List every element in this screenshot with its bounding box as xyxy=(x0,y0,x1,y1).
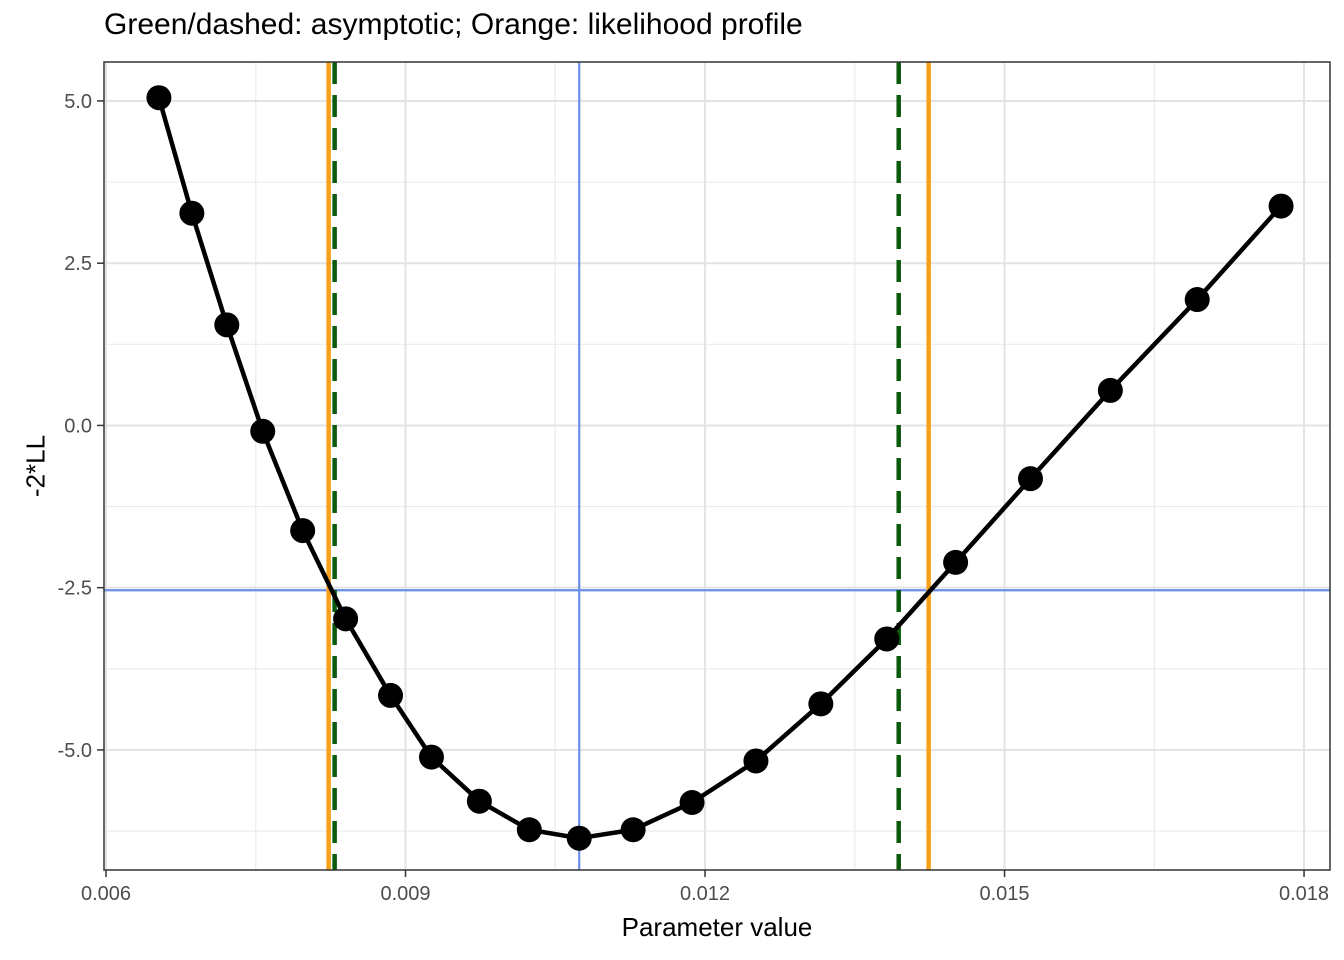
x-axis-label: Parameter value xyxy=(621,912,813,942)
data-point xyxy=(1097,377,1123,403)
major-gridlines xyxy=(104,62,1330,870)
data-point xyxy=(874,626,900,652)
data-point xyxy=(808,691,834,717)
data-point xyxy=(516,817,542,843)
data-point xyxy=(333,606,359,632)
y-tick-label: 2.5 xyxy=(64,253,92,275)
y-tick-label: 5.0 xyxy=(64,91,92,113)
data-point xyxy=(214,312,240,338)
reference-lines xyxy=(104,62,1330,870)
data-point xyxy=(1184,287,1210,313)
data-point xyxy=(1268,193,1294,219)
data-point xyxy=(466,788,492,814)
x-axis: 0.006 0.009 0.012 0.015 0.018 xyxy=(81,870,1329,905)
series-group xyxy=(146,85,1294,851)
y-axis: -5.0 -2.5 0.0 2.5 5.0 xyxy=(58,91,104,762)
chart-title: Green/dashed: asymptotic; Orange: likeli… xyxy=(104,8,803,41)
y-tick-label: 0.0 xyxy=(64,415,92,437)
x-tick-label: 0.012 xyxy=(680,883,730,905)
plot-background xyxy=(104,62,1330,870)
data-point xyxy=(620,817,646,843)
x-tick-label: 0.015 xyxy=(979,883,1029,905)
data-point xyxy=(378,682,404,708)
data-point xyxy=(290,518,316,544)
data-point xyxy=(418,744,444,770)
data-point xyxy=(179,200,205,226)
plot-border xyxy=(103,61,1331,871)
y-tick-label: -2.5 xyxy=(58,578,92,600)
data-point xyxy=(1017,466,1043,492)
data-point xyxy=(943,549,969,575)
x-tick-label: 0.009 xyxy=(380,883,430,905)
y-tick-label: -5.0 xyxy=(58,740,92,762)
data-point xyxy=(250,418,276,444)
x-tick-label: 0.006 xyxy=(81,883,131,905)
minor-gridlines xyxy=(104,62,1330,870)
data-point xyxy=(679,790,705,816)
data-point xyxy=(566,825,592,851)
data-point xyxy=(146,85,172,111)
data-point xyxy=(743,748,769,774)
y-axis-label: -2*LL xyxy=(20,434,51,498)
x-tick-label: 0.018 xyxy=(1279,883,1329,905)
